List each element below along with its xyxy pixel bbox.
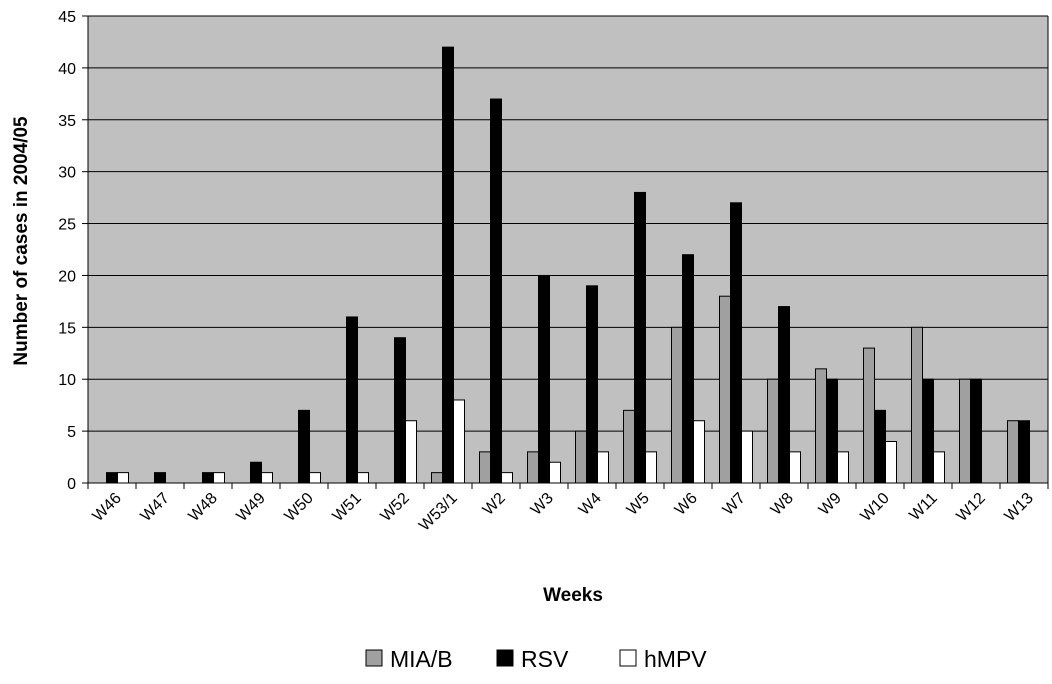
bar-rsv [394,337,406,484]
bar-rsv [442,46,454,484]
bar-rsv [778,306,790,484]
y-tick-label: 10 [58,372,76,389]
bar-rsv [346,316,358,484]
x-tick-label: W9 [816,490,845,519]
bar-rsv [154,472,166,484]
bar-hmpv [933,451,945,484]
x-axis-title: Weeks [543,585,603,606]
bar-rsv [922,378,934,484]
bar-rsv [202,472,214,484]
x-tick-label: W12 [954,490,989,525]
bar-hmpv [597,451,609,484]
bar-rsv [1018,420,1030,484]
y-tick-label: 30 [58,165,76,182]
plot-area [88,16,1048,483]
legend-label: MIA/B [390,646,453,672]
legend-swatch [365,649,383,667]
bar-rsv [874,409,886,484]
bar-hmpv [741,430,753,484]
y-tick-label: 20 [58,268,76,285]
bar-rsv [250,461,262,484]
y-tick-label: 45 [58,9,76,26]
bar-hmpv [261,472,273,484]
x-tick-label: W53/1 [416,490,461,535]
bar-rsv [970,378,982,484]
y-tick-label: 5 [67,424,76,441]
y-tick-label: 35 [58,113,76,130]
bar-mia-b [815,368,827,484]
x-tick-label: W46 [90,490,125,525]
bar-mia-b [527,451,539,484]
bar-hmpv [117,472,129,484]
bar-hmpv [645,451,657,484]
bar-hmpv [453,399,465,484]
bar-hmpv [357,472,369,484]
bar-mia-b [479,451,491,484]
bar-hmpv [885,440,897,484]
x-tick-label: W4 [576,490,605,519]
legend-label: hMPV [644,646,707,672]
legend: MIA/B RSV hMPV [365,646,707,672]
x-tick-label: W2 [480,490,509,519]
bar-rsv [106,472,118,484]
x-tick-label: W13 [1002,490,1037,525]
bar-mia-b [575,430,587,484]
bar-hmpv [549,461,561,484]
bar-mia-b [863,347,875,484]
bar-rsv [538,274,550,484]
bar-rsv [826,378,838,484]
x-tick-labels: W46 W47 W48 W49 W50 W51 W52 W53/1 W2 W3 W4 W5 W6 W7 W8… [90,490,1037,535]
x-tick-label: W47 [138,490,173,525]
bar-rsv [730,202,742,484]
bar-mia-b [671,326,683,484]
bar-hmpv [789,451,801,484]
bar-mia-b [767,378,779,484]
x-tick-label: W5 [624,490,653,519]
y-tick-label: 25 [58,217,76,234]
bar-rsv [634,191,646,484]
bar-hmpv [405,420,417,484]
y-tick-label: 40 [58,61,76,78]
legend-label: RSV [521,646,569,672]
y-axis-title: Number of cases in 2004/05 [11,116,32,366]
x-tick-label: W8 [768,490,797,519]
bar-hmpv [213,472,225,484]
y-tick-labels: 0 5 10 15 20 25 30 35 40 45 [58,9,76,493]
x-tick-label: W7 [720,490,749,519]
bar-mia-b [623,409,635,484]
x-tick-label: W52 [378,490,413,525]
bar-hmpv [501,472,513,484]
y-tick-label: 0 [67,476,76,493]
bar-mia-b [431,472,443,484]
x-tick-label: W6 [672,490,701,519]
y-tick-label: 15 [58,320,76,337]
bar-hmpv [309,472,321,484]
axes [82,15,1049,489]
bar-rsv [490,98,502,484]
bar-rsv [586,285,598,484]
bar-mia-b [959,378,971,484]
x-tick-label: W10 [858,490,893,525]
bar-mia-b [911,326,923,484]
bar-rsv [298,409,310,484]
legend-swatch [619,649,637,667]
x-tick-label: W50 [282,490,317,525]
bar-hmpv [693,420,705,484]
x-tick-label: W51 [330,490,365,525]
bar-hmpv [837,451,849,484]
x-tick-label: W11 [906,490,941,525]
x-tick-label: W49 [234,490,269,525]
x-tick-label: W3 [528,490,557,519]
bar-rsv [682,254,694,484]
x-tick-label: W48 [186,490,221,525]
bar-mia-b [1007,420,1019,484]
bar-mia-b [719,295,731,484]
legend-swatch [496,649,514,667]
